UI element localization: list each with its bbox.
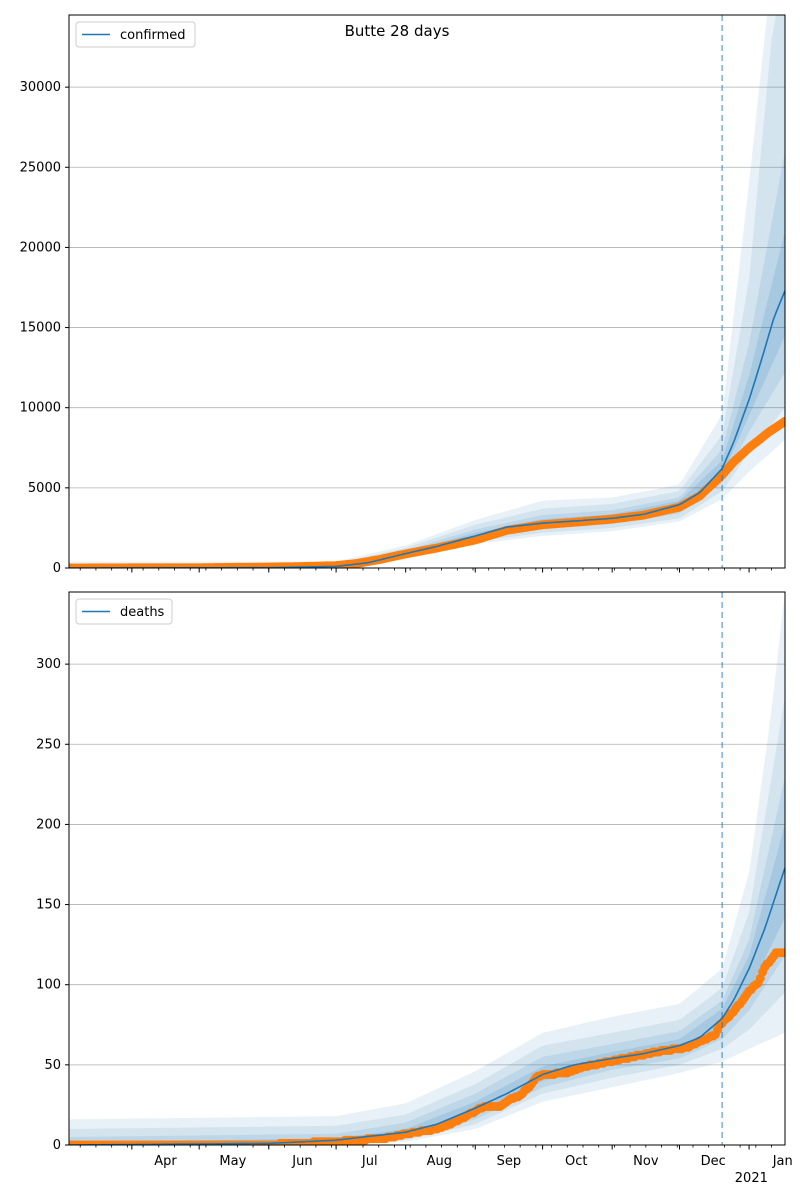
uncertainty-band-outer (69, 15, 785, 568)
observed-point (780, 948, 785, 958)
x-tick-label: Jun (291, 1154, 312, 1169)
y-tick-label: 15000 (20, 321, 61, 336)
deaths-panel: 0 50 100 150 200 250 300 Apr May Jun Jul Aug Sep Oct N… (36, 591, 793, 1186)
uncertainty-band-third (69, 776, 785, 1145)
legend-label: confirmed (120, 28, 186, 43)
model-median-line (69, 290, 785, 568)
y-tick-label: 10000 (20, 401, 61, 416)
x-tick-label: Oct (565, 1154, 587, 1169)
axes-frame (68, 591, 786, 1146)
plot-area (69, 592, 785, 1145)
legend: confirmed (75, 21, 196, 48)
legend-box (75, 21, 196, 48)
observed-point (780, 416, 785, 426)
x-tick-label: Nov (633, 1154, 659, 1169)
y-tick-label: 0 (53, 561, 61, 576)
legend-box (75, 598, 173, 625)
y-tick-label: 20000 (20, 240, 61, 255)
model-median-line (69, 867, 785, 1145)
legend: deaths (75, 598, 173, 625)
x-tick-label: Apr (154, 1154, 177, 1169)
x-tick-label: Sep (497, 1154, 522, 1169)
y-tick-label: 100 (36, 978, 61, 993)
axes-frame (68, 14, 786, 569)
uncertainty-band-second (69, 696, 785, 1145)
x-tick-label: Aug (427, 1154, 452, 1169)
y-tick-label: 200 (36, 817, 61, 832)
figure-title: Butte 28 days (345, 22, 450, 40)
y-tick-label: 150 (36, 898, 61, 913)
x-tick-label: Jul (361, 1154, 378, 1169)
y-tick-label: 5000 (28, 481, 61, 496)
y-tick-label: 300 (36, 657, 61, 672)
y-tick-label: 30000 (20, 80, 61, 95)
x-tick-label: Dec (701, 1154, 726, 1169)
y-tick-label: 0 (53, 1138, 61, 1153)
y-tick-label: 50 (44, 1058, 61, 1073)
plot-area (69, 15, 785, 568)
y-tick-label: 25000 (20, 160, 61, 175)
confirmed-panel: 0 5000 10000 15000 20000 25000 30000 confirmed (20, 14, 786, 576)
y-tick-label: 250 (36, 737, 61, 752)
x-year-label: 2021 (735, 1171, 768, 1186)
x-tick-label: May (219, 1154, 246, 1169)
x-tick-label: Jan (772, 1154, 793, 1169)
legend-label: deaths (120, 605, 165, 620)
